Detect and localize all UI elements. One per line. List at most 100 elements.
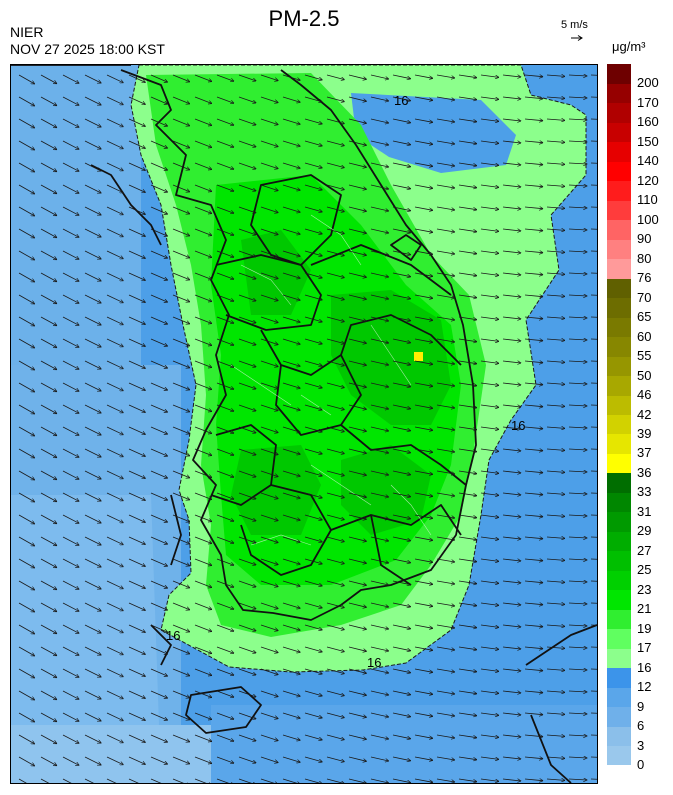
wind-arrow (194, 558, 212, 566)
wind-arrow (348, 184, 367, 189)
wind-arrow (502, 162, 521, 165)
wind-arrow (150, 272, 168, 280)
wind-arrow (304, 756, 322, 762)
wind-arrow (62, 140, 79, 149)
wind-arrow (304, 228, 322, 234)
wind-arrow (546, 427, 565, 428)
wind-arrow (238, 118, 256, 125)
wind-arrow (106, 140, 123, 149)
wind-arrow (502, 382, 521, 385)
legend-tick-25: 25 (637, 562, 652, 578)
wind-arrow (260, 558, 278, 565)
wind-arrow (150, 382, 168, 390)
wind-arrow (18, 360, 35, 370)
legend-swatch-36 (607, 453, 631, 474)
wind-arrow (436, 360, 455, 364)
wind-arrow (436, 162, 455, 166)
wind-arrow (84, 712, 101, 721)
wind-arrow (392, 316, 411, 321)
wind-arrow (436, 382, 455, 386)
legend-swatch-140 (607, 141, 631, 162)
wind-arrow (568, 691, 587, 692)
wind-arrow (546, 757, 565, 758)
wind-arrow (348, 734, 367, 739)
wind-arrow (590, 602, 597, 604)
legend-swatch-0 (607, 745, 631, 766)
wind-arrow (18, 140, 35, 150)
wind-arrow (370, 756, 389, 761)
wind-arrow (502, 690, 521, 693)
wind-arrow (216, 96, 234, 103)
wind-arrow (216, 690, 234, 697)
wind-arrow (568, 119, 587, 120)
wind-arrow (40, 448, 57, 458)
wind-arrow (546, 207, 565, 208)
wind-arrow (458, 426, 477, 430)
wind-arrow (194, 118, 212, 126)
wind-arrow (392, 602, 411, 607)
wind-arrow (128, 756, 145, 764)
wind-arrow (282, 294, 300, 300)
wind-arrow (84, 580, 101, 589)
wind-arrow (128, 646, 145, 654)
wind-arrow (84, 338, 101, 347)
wind-arrow (260, 668, 278, 675)
wind-arrow (348, 338, 367, 343)
wind-arrow (392, 492, 411, 497)
wind-arrow (128, 162, 145, 170)
wind-arrow (194, 426, 212, 434)
wind-arrow (414, 624, 433, 628)
wind-arrow (282, 580, 300, 586)
wind-arrow (480, 294, 499, 297)
wind-arrow (414, 404, 433, 408)
wind-arrow (172, 690, 190, 698)
wind-arrow (216, 558, 234, 565)
wind-arrow (524, 625, 543, 627)
wind-arrow (84, 536, 101, 545)
legend-tick-170: 170 (637, 94, 659, 110)
wind-arrow (128, 580, 145, 588)
legend-tick-23: 23 (637, 581, 652, 597)
wind-arrow (436, 272, 455, 276)
legend-swatch-23 (607, 570, 631, 591)
wind-arrow (194, 162, 212, 170)
wind-arrow (172, 712, 190, 720)
wind-arrow (128, 624, 145, 632)
wind-arrow (436, 734, 455, 738)
wind-arrow (84, 294, 101, 303)
wind-arrow (370, 382, 389, 387)
wind-arrow (40, 426, 57, 436)
wind-arrow (414, 118, 433, 122)
wind-arrow (128, 448, 145, 456)
wind-arrow (546, 229, 565, 230)
wind-arrow (216, 624, 234, 631)
wind-arrow (304, 338, 322, 344)
wind-arrow (172, 580, 190, 588)
wind-arrow (194, 470, 212, 478)
wind-arrow (40, 756, 57, 766)
legend-swatch-3 (607, 726, 631, 747)
legend-tick-3: 3 (637, 737, 645, 753)
wind-arrow (370, 272, 389, 277)
wind-arrow (304, 382, 322, 388)
wind-arrow (546, 779, 565, 780)
wind-arrow (62, 294, 79, 303)
wind-arrow (106, 602, 123, 611)
wind-arrow (348, 206, 367, 211)
wind-arrow (326, 734, 344, 740)
wind-arrow (18, 228, 35, 238)
wind-arrow (436, 250, 455, 254)
wind-arrow (172, 624, 190, 632)
wind-arrow (304, 74, 322, 80)
wind-arrow (238, 162, 256, 169)
wind-arrow (282, 602, 300, 608)
wind-arrow (326, 756, 344, 762)
wind-arrow (18, 118, 35, 128)
wind-arrow (40, 734, 57, 744)
wind-arrow (304, 448, 322, 454)
wind-arrow (568, 515, 587, 516)
legend-swatch-21 (607, 589, 631, 610)
wind-arrow (546, 471, 565, 472)
wind-arrow (304, 404, 322, 410)
wind-arrow (546, 515, 565, 516)
